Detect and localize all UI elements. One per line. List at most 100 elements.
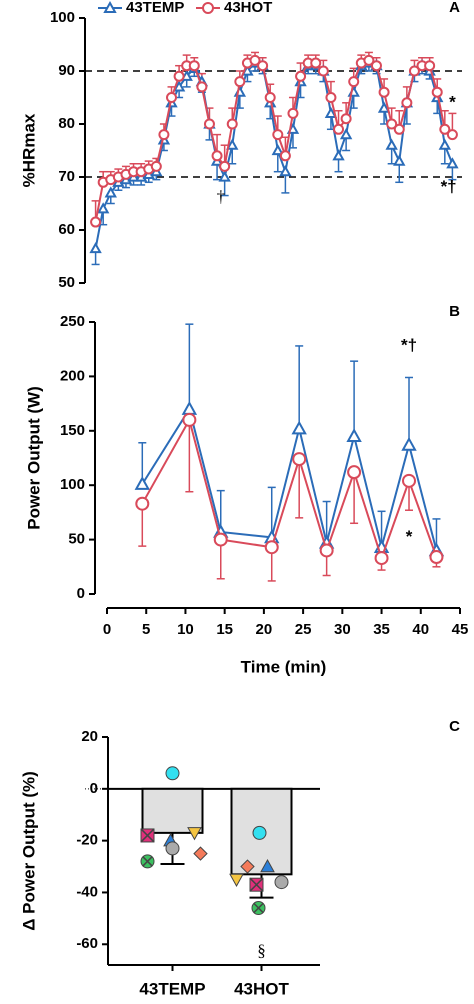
- legend-marker: [98, 0, 122, 13]
- data-point: [401, 97, 413, 109]
- data-point: [393, 123, 405, 135]
- data-point: [219, 160, 231, 172]
- y-tick-label: 250: [60, 313, 85, 330]
- data-point: [363, 54, 375, 66]
- annotation: *†: [401, 335, 417, 354]
- y-tick-label: -60: [76, 935, 98, 952]
- data-point: [172, 80, 186, 92]
- x-tick-label: 15: [216, 621, 233, 638]
- marker-shape: [370, 60, 382, 72]
- marker-shape: [166, 92, 178, 103]
- marker-shape: [96, 202, 110, 214]
- data-point: [439, 123, 451, 135]
- marker-shape: [408, 65, 420, 77]
- y-tick-label: 0: [77, 585, 85, 602]
- data-point: [393, 154, 406, 166]
- data-point: [317, 65, 329, 77]
- y-tick-label: 150: [60, 422, 85, 439]
- marker-shape: [219, 160, 231, 172]
- data-point: [188, 60, 200, 72]
- marker-shape: [402, 473, 417, 488]
- x-tick-label: 20: [256, 621, 273, 638]
- data-point: [135, 496, 150, 511]
- data-point: [431, 86, 443, 98]
- marker-shape: [140, 828, 155, 843]
- marker-shape: [317, 65, 329, 77]
- marker-shape: [173, 70, 185, 82]
- legend-marker: [196, 2, 220, 14]
- y-axis-label: %HRmax: [19, 113, 38, 187]
- marker-shape: [332, 149, 345, 161]
- marker-shape: [187, 827, 202, 841]
- marker-shape: [386, 118, 398, 130]
- marker-shape: [226, 118, 238, 130]
- data-point: [203, 118, 215, 130]
- x-tick-label: 45: [452, 621, 469, 638]
- marker-shape: [193, 846, 208, 861]
- marker-shape: [385, 138, 398, 150]
- marker-shape: [134, 476, 150, 490]
- y-tick-label: 80: [58, 115, 75, 132]
- data-point: [291, 420, 307, 435]
- data-point: [279, 150, 291, 162]
- data-point: [213, 532, 228, 547]
- marker-shape: [249, 877, 264, 892]
- data-point: [332, 149, 345, 161]
- marker-shape: [181, 400, 198, 415]
- marker-shape: [378, 86, 390, 98]
- marker-shape: [196, 81, 208, 93]
- marker-shape: [393, 154, 406, 166]
- data-point: [446, 157, 459, 169]
- marker-shape: [340, 113, 352, 125]
- participant-point: [251, 901, 266, 915]
- data-point: [324, 106, 338, 118]
- annotation: *: [406, 527, 413, 546]
- data-point: [378, 86, 390, 98]
- marker-shape: [249, 54, 261, 66]
- marker-shape: [438, 138, 452, 150]
- marker-shape: [89, 241, 102, 254]
- x-tick-label: 10: [177, 621, 194, 638]
- series-line: [141, 406, 438, 551]
- data-point: [272, 129, 284, 141]
- participant-point: [165, 766, 180, 781]
- x-tick-label: 35: [373, 621, 390, 638]
- marker-shape: [257, 60, 269, 72]
- data-point: [370, 60, 382, 72]
- x-tick-label: 43HOT: [234, 979, 289, 998]
- data-point: [295, 70, 307, 82]
- participant-point: [252, 825, 267, 840]
- participant-point: [260, 859, 275, 873]
- panel-label: A: [449, 0, 460, 16]
- marker-shape: [172, 80, 186, 92]
- participant-point: [193, 846, 208, 861]
- marker-shape: [226, 138, 239, 150]
- data-point: [339, 128, 353, 140]
- data-point: [181, 400, 198, 415]
- data-point: [429, 550, 444, 565]
- marker-shape: [202, 2, 214, 14]
- marker-shape: [165, 766, 180, 781]
- x-tick-label: 43TEMP: [139, 979, 205, 998]
- marker-shape: [135, 496, 150, 511]
- marker-shape: [274, 875, 289, 890]
- data-point: [377, 101, 391, 113]
- marker-shape: [324, 106, 338, 118]
- marker-shape: [431, 86, 443, 98]
- y-tick-label: 100: [60, 476, 85, 493]
- data-point: [319, 543, 334, 558]
- data-point: [104, 186, 117, 198]
- data-point: [401, 436, 417, 451]
- marker-shape: [291, 420, 307, 435]
- data-point: [257, 60, 269, 72]
- marker-shape: [264, 540, 279, 555]
- data-point: [150, 160, 162, 172]
- x-tick-label: 25: [295, 621, 312, 638]
- marker-shape: [253, 902, 264, 914]
- marker-shape: [103, 0, 117, 13]
- marker-shape: [439, 123, 451, 135]
- marker-shape: [203, 118, 215, 130]
- data-point: [292, 452, 307, 467]
- data-point: [173, 70, 185, 82]
- x-tick-label: 0: [103, 621, 111, 638]
